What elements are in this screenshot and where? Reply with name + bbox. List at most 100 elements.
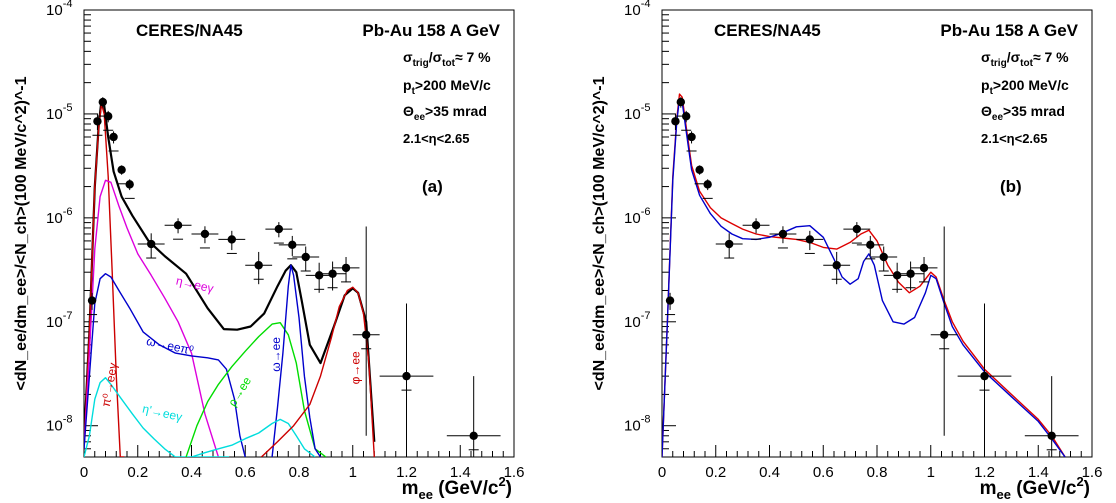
y-tick-label: 10-8 <box>624 414 650 435</box>
cut-theta: Θee>35 mrad <box>981 103 1065 123</box>
y-tick-label: 10-5 <box>624 102 650 123</box>
x-tick-label: 1.4 <box>450 464 471 481</box>
series-line-1 <box>662 98 1066 457</box>
data-point <box>469 431 478 440</box>
x-tick-label: 0 <box>658 464 666 481</box>
series-line-7 <box>191 418 316 457</box>
collision-label: Pb-Au 158 A GeV <box>940 21 1078 40</box>
series-line-6 <box>271 264 322 457</box>
y-tick-label: 10-7 <box>624 310 650 331</box>
x-tick-label: 1 <box>349 464 357 481</box>
data-point <box>778 229 788 239</box>
series-line-1 <box>84 103 125 457</box>
x-tick-label: 0 <box>80 464 88 481</box>
data-point <box>109 132 118 142</box>
data-point <box>301 252 310 262</box>
data-point <box>676 97 686 107</box>
y-tick-label: 10-6 <box>46 206 72 227</box>
data-point <box>98 97 108 107</box>
x-tick-label: 0.4 <box>759 464 780 481</box>
decay-label: η'→eeγ <box>141 401 183 424</box>
x-tick-label: 0.6 <box>235 464 256 481</box>
experiment-label: CERES/NA45 <box>136 21 243 40</box>
data-point <box>687 132 696 142</box>
panel-b: 0 0.2 0.4 0.6 0.8 1 1.2 1.4 1.6 10-8 10-7 10-6 10-5 1… <box>591 0 1102 502</box>
y-tick-label: 10-7 <box>46 310 72 331</box>
x-axis-label: mee (GeV/c2) <box>980 474 1090 502</box>
data-point <box>832 261 841 270</box>
series-line-5 <box>185 322 327 457</box>
data-point <box>919 263 929 273</box>
data-point <box>939 330 949 339</box>
data-point <box>695 165 704 175</box>
panel-label: (b) <box>1000 177 1022 196</box>
data-point <box>866 240 875 250</box>
series-line-4 <box>84 377 230 457</box>
x-tick-label: 0.8 <box>289 464 310 481</box>
x-tick-label: 1.6 <box>504 464 525 481</box>
data-point <box>852 224 862 234</box>
y-tick-label: 10-8 <box>46 414 72 435</box>
panel-label: (a) <box>422 177 443 196</box>
y-axis-label: <dN_ee/dm_ee>/<N_ch>(100 MeV/c^2)^-1 <box>591 76 608 390</box>
x-tick-label: 1 <box>927 464 935 481</box>
series-line-0 <box>662 93 1066 457</box>
data-point <box>93 117 102 126</box>
data-point <box>173 220 183 230</box>
data-point <box>724 239 734 249</box>
y-tick-label: 10-4 <box>46 0 72 19</box>
data-point <box>703 180 712 189</box>
series-line-8 <box>260 286 375 457</box>
x-tick-label: 0.2 <box>705 464 726 481</box>
cut-theta: Θee>35 mrad <box>403 103 487 123</box>
data-point <box>681 112 691 121</box>
y-tick-label: 10-4 <box>624 0 650 19</box>
experiment-label: CERES/NA45 <box>714 21 821 40</box>
x-tick-label: 1.2 <box>396 464 417 481</box>
data-point <box>665 296 675 305</box>
series-line-3 <box>84 273 246 457</box>
cut-pt: pt>200 MeV/c <box>403 77 491 97</box>
cut-eta: 2.1<η<2.65 <box>403 131 470 146</box>
x-tick-label: 1.4 <box>1028 464 1049 481</box>
decay-label: ω→ee <box>269 337 283 372</box>
data-point <box>103 112 113 121</box>
panel-a: 0 0.2 0.4 0.6 0.8 1 1.2 1.4 1.6 10-8 10-7 10-6 10-5 1… <box>13 0 524 502</box>
data-point <box>361 330 371 339</box>
data-point <box>227 235 237 244</box>
y-tick-label: 10-5 <box>46 102 72 123</box>
y-tick-label: 10-6 <box>624 206 650 227</box>
x-axis-label: mee (GeV/c2) <box>402 474 512 502</box>
data-point <box>879 252 888 262</box>
x-tick-label: 1.6 <box>1082 464 1103 481</box>
collision-label: Pb-Au 158 A GeV <box>362 21 500 40</box>
data-point <box>751 220 761 230</box>
data-point <box>980 371 989 381</box>
cut-pt: pt>200 MeV/c <box>981 77 1069 97</box>
series-line-2 <box>84 179 220 457</box>
cut-trigger: σtrig/σtot≈ 7 % <box>981 49 1069 69</box>
data-point <box>671 117 680 126</box>
data-point <box>200 229 210 239</box>
data-point <box>341 263 351 273</box>
x-tick-label: 1.2 <box>974 464 995 481</box>
data-point <box>117 165 126 175</box>
data-point <box>892 271 902 280</box>
data-point <box>402 371 411 381</box>
data-point <box>906 269 915 278</box>
decay-label: φ→ee <box>349 351 363 384</box>
decay-label: ω→eeπ⁰ <box>145 334 195 358</box>
data-point <box>288 240 297 250</box>
y-axis-label: <dN_ee/dm_ee>/<N_ch>(100 MeV/c^2)^-1 <box>13 76 30 390</box>
data-point <box>125 180 134 189</box>
x-tick-label: 0.2 <box>127 464 148 481</box>
decay-label: η→eeγ <box>175 273 215 295</box>
data-point <box>328 269 337 278</box>
data-point <box>1047 431 1056 440</box>
data-point <box>274 224 284 234</box>
data-point <box>805 235 815 244</box>
x-tick-label: 0.6 <box>813 464 834 481</box>
data-point <box>87 296 97 305</box>
data-point <box>254 261 263 270</box>
